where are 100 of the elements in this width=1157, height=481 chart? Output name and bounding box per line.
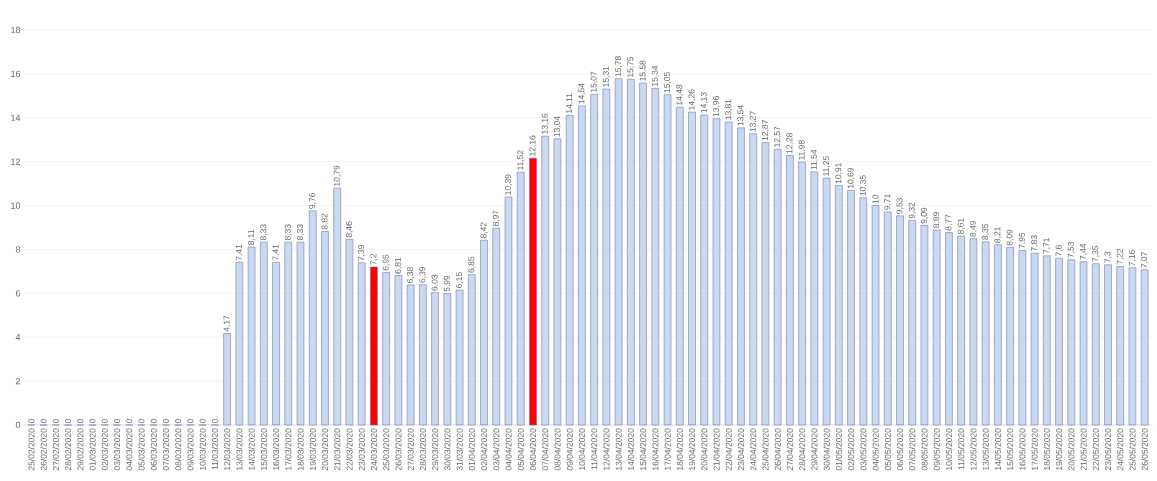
data-label: 14,48 [676, 84, 684, 105]
x-tick-label: 26/02/2020 [40, 428, 47, 471]
bar [1043, 255, 1051, 426]
data-label: 7,71 [1043, 238, 1051, 254]
data-label: 10,35 [859, 175, 867, 196]
x-tick-label: 12/04/2020 [603, 428, 610, 470]
x-tick-label: 29/03/2020 [431, 428, 439, 471]
x-tick-label: 30/03/2020 [444, 428, 451, 471]
x-tick-label: 16/04/2020 [652, 428, 659, 470]
data-label: 13,81 [725, 99, 733, 120]
x-tick-label: 16/05/2020 [1019, 428, 1026, 470]
bar [247, 246, 256, 426]
bar [896, 215, 904, 426]
data-label: 8,82 [321, 213, 329, 230]
bar [406, 284, 415, 426]
data-label: 7,35 [1092, 245, 1100, 262]
data-label: 8,21 [994, 227, 1002, 243]
y-tick-label: 8 [15, 246, 21, 253]
x-tick-label: 09/04/2020 [566, 428, 573, 471]
data-label: 8,49 [969, 220, 977, 237]
y-tick-label: 0 [15, 421, 21, 429]
x-tick-label: 18/03/2020 [297, 428, 304, 470]
data-label: 8,46 [345, 221, 353, 238]
data-label: 7,16 [1128, 250, 1136, 266]
x-tick-label: 21/03/2020 [334, 428, 341, 471]
bar [333, 187, 341, 426]
x-tick-label: 28/03/2020 [419, 428, 426, 471]
x-tick-label: 29/04/2020 [811, 428, 818, 471]
x-tick-label: 28/02/2020 [64, 428, 72, 471]
data-label: 12,87 [761, 120, 769, 141]
bar [1030, 252, 1039, 426]
x-tick-label: 28/04/2020 [799, 428, 806, 471]
x-tick-label: 06/03/2020 [150, 428, 157, 471]
bar [884, 211, 892, 426]
data-label: 14,13 [700, 92, 708, 113]
x-tick-label: 25/03/2020 [383, 428, 390, 471]
x-tick-label: 11/04/2020 [591, 428, 598, 470]
data-label: 7,41 [235, 244, 243, 261]
x-tick-label: 04/05/2020 [872, 428, 879, 471]
bar [749, 133, 757, 426]
x-tick-label: 05/05/2020 [884, 428, 891, 471]
x-tick-label: 09/05/2020 [933, 428, 940, 471]
bar [1055, 257, 1063, 426]
bar [1067, 259, 1076, 426]
x-tick-label: 14/04/2020 [627, 428, 634, 470]
data-label: 7,07 [1141, 252, 1149, 268]
data-label: 10,91 [835, 163, 843, 184]
y-tick-label: 6 [15, 290, 21, 297]
data-label: 0 [150, 418, 157, 423]
data-label: 7,95 [1018, 232, 1026, 249]
data-label: 6,81 [394, 257, 402, 274]
bar [308, 210, 317, 426]
data-label: 8,89 [933, 212, 941, 228]
x-tick-label: 17/04/2020 [664, 428, 671, 470]
x-tick-label: 01/04/2020 [468, 428, 475, 471]
y-tick-label: 12 [11, 158, 21, 165]
data-label: 0 [162, 418, 169, 423]
data-label: 0 [199, 418, 206, 423]
bar [394, 275, 403, 426]
data-label: 14,11 [566, 93, 574, 114]
x-tick-label: 13/04/2020 [615, 428, 622, 470]
bar [957, 235, 965, 426]
data-label: 15,05 [664, 72, 672, 93]
x-tick-label: 05/04/2020 [517, 428, 524, 471]
x-tick-label: 25/02/2020 [28, 428, 35, 471]
bar [578, 105, 586, 426]
data-label: 13,96 [712, 96, 720, 117]
data-label: 7,44 [1080, 243, 1087, 260]
data-label: 7,22 [1116, 248, 1124, 265]
data-label: 4,17 [223, 315, 231, 332]
y-tick-label: 16 [11, 70, 21, 78]
bar [590, 94, 598, 426]
data-label: 0 [175, 418, 182, 423]
bar [724, 121, 733, 426]
bar [260, 241, 268, 426]
bar [908, 220, 916, 426]
data-label: 0 [77, 418, 84, 423]
data-label: 8,77 [945, 214, 953, 231]
bar [492, 227, 501, 426]
y-tick-label: 14 [11, 114, 21, 121]
bar [932, 229, 941, 426]
bar [455, 289, 464, 426]
x-tick-label: 25/05/2020 [1129, 428, 1136, 471]
data-label: 8,61 [957, 218, 965, 234]
x-tick-label: 24/04/2020 [750, 428, 757, 471]
y-tick-label: 2 [15, 377, 21, 385]
x-tick-label: 19/05/2020 [1055, 428, 1063, 470]
x-tick-label: 03/04/2020 [493, 428, 500, 471]
x-tick-label: 15/03/2020 [260, 428, 267, 470]
data-label: 8,42 [480, 222, 488, 239]
data-label: 0 [89, 418, 96, 423]
x-tick-label: 02/05/2020 [847, 428, 855, 471]
data-label: 15,75 [627, 56, 635, 78]
bar [1079, 261, 1088, 426]
data-label: 9,71 [884, 194, 892, 210]
bar [1128, 267, 1137, 426]
data-label: 10,69 [847, 167, 855, 189]
x-tick-label: 15/05/2020 [1006, 428, 1014, 470]
data-label: 13,27 [749, 111, 757, 132]
bar [553, 138, 562, 426]
